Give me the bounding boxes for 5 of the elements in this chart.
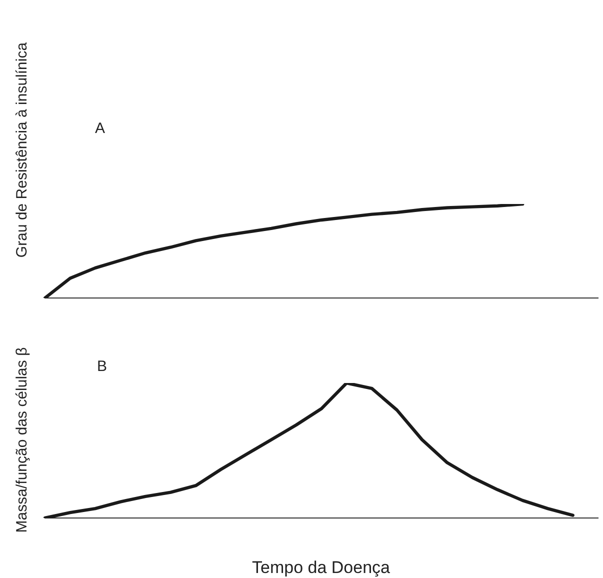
x-axis-title: Tempo da Doença xyxy=(252,558,390,578)
text: A xyxy=(95,120,106,137)
y-axis-title: Grau de Resistência à insulínica xyxy=(14,42,30,258)
y-axis-title: Massa/função das células β xyxy=(14,347,30,533)
text: B xyxy=(97,358,108,375)
